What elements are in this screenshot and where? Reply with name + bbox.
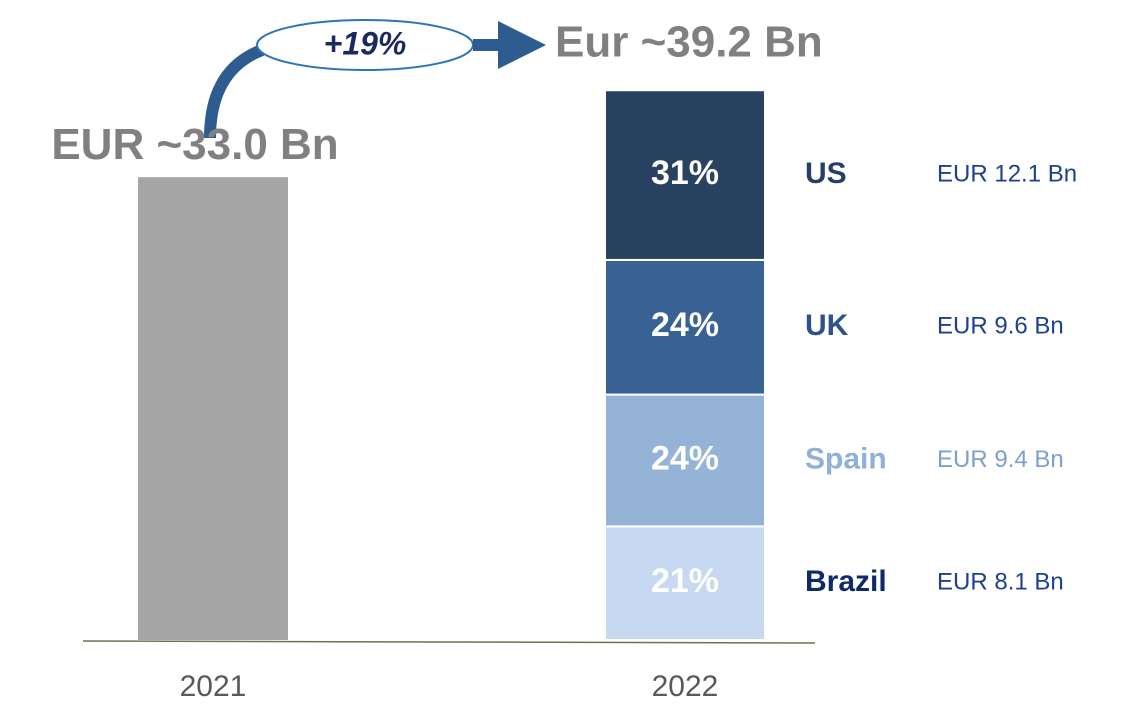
segment-share-label: 21%: [651, 562, 719, 600]
bar-segment: [604, 393, 766, 528]
total-2022-label: Eur ~39.2 Bn: [555, 18, 823, 67]
bar-segment: [604, 525, 766, 642]
bar: [138, 177, 288, 641]
x-tick-label: 2022: [652, 670, 719, 701]
segment-share-label: 24%: [651, 306, 719, 344]
baseline: [82, 640, 816, 644]
segment-share-label: 24%: [651, 439, 719, 477]
x-tick-label: 2021: [180, 670, 247, 701]
segment-name: Brazil: [805, 565, 887, 598]
segment-share-label: 31%: [651, 154, 719, 192]
segment-value-label: EUR 8.1 Bn: [937, 569, 1064, 596]
segment-name: UK: [805, 309, 849, 342]
segment-name: Spain: [805, 442, 887, 475]
bar-value-label: EUR ~33.0 Bn: [51, 120, 338, 169]
segment-value-label: EUR 9.6 Bn: [937, 313, 1064, 340]
bar-segment: [604, 89, 766, 261]
segment-value-label: EUR 9.4 Bn: [937, 446, 1064, 473]
segment-value-label: EUR 12.1 Bn: [937, 160, 1077, 187]
segment-name: US: [805, 157, 847, 190]
growth-arrow-curve: [204, 44, 265, 139]
growth-label: +19%: [324, 25, 407, 61]
